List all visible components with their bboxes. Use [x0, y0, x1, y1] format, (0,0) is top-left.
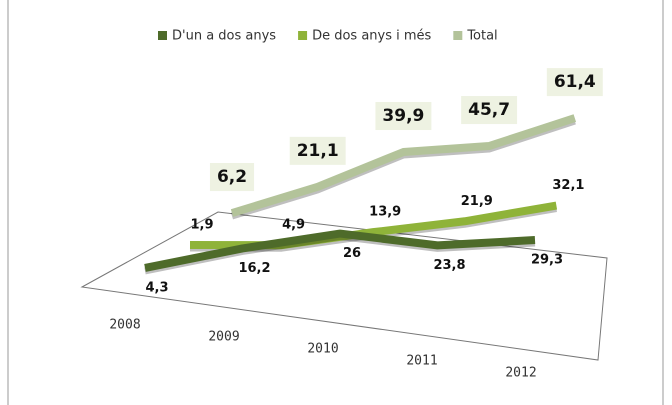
x-tick-label: 2011 [406, 354, 437, 369]
legend-swatch [453, 31, 463, 40]
data-label: 4,9 [282, 218, 305, 233]
legend-swatch [158, 31, 167, 40]
x-tick-label: 2008 [109, 318, 140, 333]
data-label: 13,9 [369, 205, 401, 220]
data-label: 4,3 [145, 280, 168, 295]
legend-label: De dos anys i més [312, 29, 431, 44]
data-label-box [546, 68, 603, 97]
data-label: 61,4 [554, 72, 596, 92]
legend-swatch [298, 31, 308, 40]
data-label: 32,1 [552, 178, 584, 193]
data-label: 1,9 [190, 217, 213, 232]
data-label: 26 [343, 246, 361, 261]
plot: 2008 2009 2010 2011 2012 6,2 21,1 39,9 45,7 61,4 1… [109, 68, 603, 381]
data-label: 16,2 [238, 261, 270, 276]
legend-label: Total [466, 29, 497, 44]
legend: D'un a dos anys De dos anys i més Total [158, 29, 498, 44]
x-tick-label: 2012 [505, 366, 536, 381]
data-label: 6,2 [217, 167, 247, 187]
data-label: 21,1 [297, 141, 339, 161]
data-label-box [289, 136, 346, 165]
series-line [144, 229, 536, 272]
data-label-box [209, 163, 255, 192]
series-line [230, 114, 577, 217]
data-label: 23,8 [433, 258, 465, 273]
data-label: 39,9 [382, 106, 424, 126]
legend-label: D'un a dos anys [172, 29, 276, 44]
data-label: 45,7 [468, 100, 510, 120]
data-label-box [461, 96, 518, 125]
data-label: 21,9 [461, 194, 493, 209]
x-tick-label: 2010 [307, 342, 338, 357]
chart-frame [7, 0, 664, 405]
data-label-box [375, 102, 432, 131]
x-tick-label: 2009 [208, 330, 239, 345]
data-label: 29,3 [531, 253, 563, 268]
